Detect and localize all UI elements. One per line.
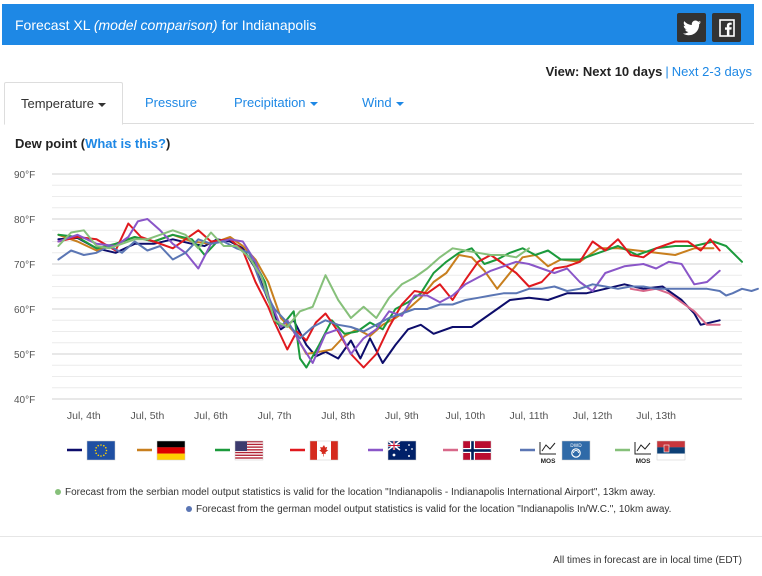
tab-precipitation-label: Precipitation xyxy=(234,95,306,110)
twitter-share-button[interactable] xyxy=(677,13,706,42)
series-line-gem xyxy=(57,222,721,369)
chart-heading: Dew point (What is this?) xyxy=(15,136,170,151)
legend-item-serbian-mos[interactable]: MOS xyxy=(615,438,687,468)
legend-item-german-mos[interactable]: MOS DWD xyxy=(520,438,592,468)
tab-temperature[interactable]: Temperature xyxy=(4,82,123,125)
y-tick-label: 60°F xyxy=(14,305,35,316)
x-tick-label: Jul, 7th xyxy=(258,410,292,422)
title-italic: (model comparison) xyxy=(93,17,218,33)
series-line-met-norway xyxy=(629,287,721,326)
legend-item-gfs[interactable] xyxy=(215,438,265,468)
series-line-ecmwf xyxy=(57,236,721,364)
model-legend: MOS DWD MOS xyxy=(0,438,762,468)
legend-item-met-norway[interactable] xyxy=(443,438,493,468)
y-tick-label: 90°F xyxy=(14,170,35,181)
x-tick-label: Jul, 4th xyxy=(67,410,101,422)
twitter-icon xyxy=(682,20,701,35)
y-tick-label: 40°F xyxy=(14,395,35,406)
series-line-access xyxy=(57,218,721,364)
y-tick-label: 80°F xyxy=(14,215,35,226)
what-is-this-link[interactable]: What is this? xyxy=(85,136,166,151)
x-tick-label: Jul, 5th xyxy=(130,410,164,422)
x-tick-label: Jul, 6th xyxy=(194,410,228,422)
tab-wind[interactable]: Wind xyxy=(362,82,404,124)
tab-temperature-label: Temperature xyxy=(21,96,94,111)
facebook-share-button[interactable] xyxy=(712,13,741,42)
mos-chart-icon: MOS xyxy=(539,442,556,465)
tab-precipitation[interactable]: Precipitation xyxy=(234,82,318,124)
x-tick-label: Jul, 12th xyxy=(573,410,613,422)
footer-divider xyxy=(0,536,762,537)
facebook-icon xyxy=(718,18,735,37)
serbian-mos-note: Forecast from the serbian model output s… xyxy=(55,487,656,498)
flag-ca-icon xyxy=(309,440,339,461)
chart-heading-open-paren: ( xyxy=(80,136,86,151)
flag-eu-icon xyxy=(86,440,116,461)
svg-text:MOS: MOS xyxy=(541,458,556,465)
x-tick-label: Jul, 9th xyxy=(385,410,419,422)
timezone-note: All times in forecast are in local time … xyxy=(553,555,742,566)
y-tick-label: 50°F xyxy=(14,350,35,361)
german-mos-note: Forecast from the german model output st… xyxy=(186,504,671,515)
view-next-2-3-days-link[interactable]: Next 2-3 days xyxy=(671,64,752,79)
view-current: View: Next 10 days xyxy=(545,64,663,79)
header-bar: Forecast XL (model comparison) for India… xyxy=(2,4,754,45)
x-tick-label: Jul, 10th xyxy=(446,410,486,422)
legend-item-ecmwf[interactable] xyxy=(67,438,117,468)
title-prefix: Forecast XL xyxy=(15,17,90,33)
mos-chart-icon: MOS xyxy=(634,442,651,465)
tab-pressure[interactable]: Pressure xyxy=(145,82,197,124)
chevron-down-icon xyxy=(309,101,318,106)
german-mos-note-text: Forecast from the german model output st… xyxy=(196,504,672,515)
view-selector: View: Next 10 days | Next 2-3 days xyxy=(546,64,752,79)
series-line-german-mos xyxy=(57,238,759,340)
svg-text:DWD: DWD xyxy=(570,443,582,449)
view-separator: | xyxy=(665,64,669,79)
legend-item-icon[interactable] xyxy=(137,438,187,468)
title-suffix: for Indianapolis xyxy=(221,17,317,33)
y-tick-label: 70°F xyxy=(14,260,35,271)
chevron-down-icon xyxy=(97,102,106,107)
flag-au-icon xyxy=(387,440,417,461)
chart-heading-label: Dew point xyxy=(15,136,78,151)
x-tick-label: Jul, 11th xyxy=(509,410,548,422)
chevron-down-icon xyxy=(395,101,404,106)
tab-pressure-label: Pressure xyxy=(145,95,198,110)
flag-dwd-icon: DWD xyxy=(561,440,591,461)
legend-item-access[interactable] xyxy=(368,438,418,468)
series-line-serbian-mos xyxy=(57,229,530,328)
chart-heading-close-paren: ) xyxy=(165,136,171,151)
flag-no-icon xyxy=(462,440,492,461)
page-title: Forecast XL (model comparison) for India… xyxy=(15,17,316,33)
tab-wind-label: Wind xyxy=(362,95,392,110)
flag-us-icon xyxy=(234,440,264,461)
legend-item-gem[interactable] xyxy=(290,438,340,468)
x-tick-label: Jul, 8th xyxy=(321,410,355,422)
serbian-mos-dot xyxy=(55,489,61,496)
flag-de-icon xyxy=(156,440,186,461)
svg-text:MOS: MOS xyxy=(636,458,651,465)
serbian-mos-note-text: Forecast from the serbian model output s… xyxy=(65,487,656,498)
x-tick-label: Jul, 13th xyxy=(636,410,676,422)
tab-bar: Temperature Pressure Precipitation Wind xyxy=(4,82,754,125)
series-line-gfs xyxy=(57,233,743,369)
german-mos-dot xyxy=(186,506,192,513)
flag-rs-icon xyxy=(656,440,686,461)
dew-point-chart: 90°F 80°F 70°F 60°F 50°F 40°F Jul, 4th Jul, 5th… xyxy=(14,170,759,422)
